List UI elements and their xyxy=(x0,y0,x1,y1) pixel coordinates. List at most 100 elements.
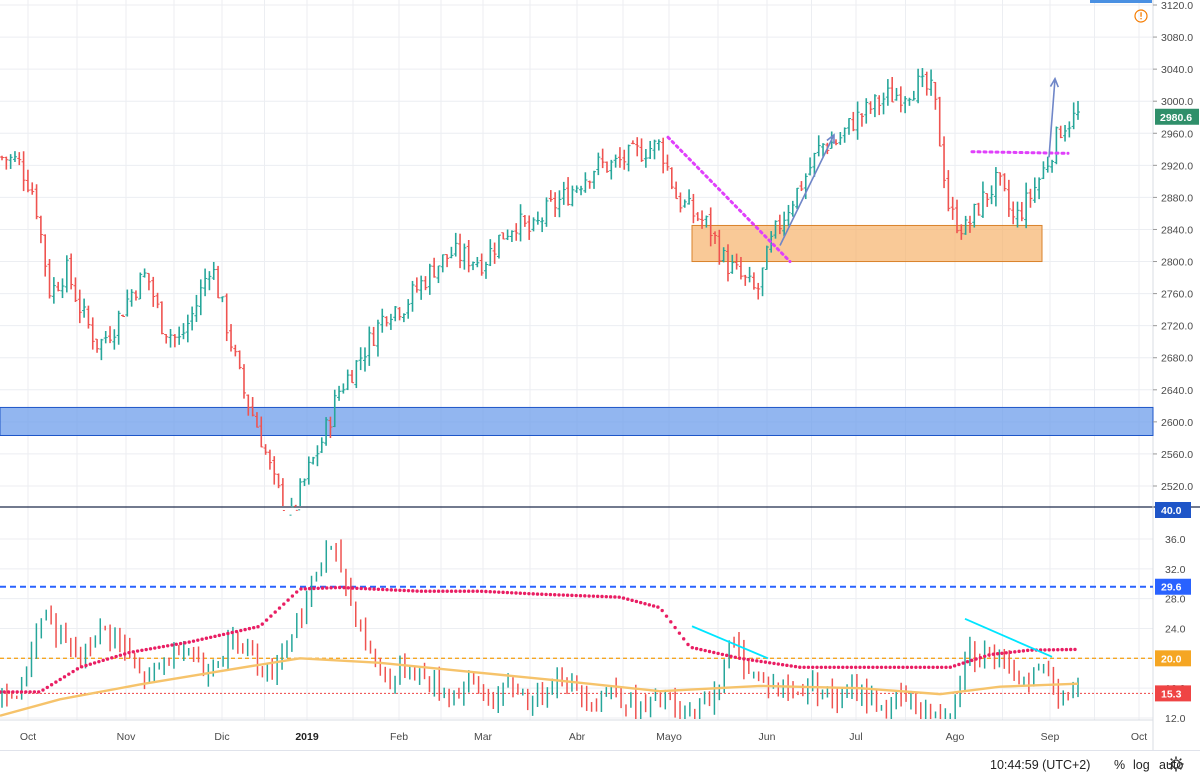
dotted-ma-point xyxy=(707,649,712,654)
dotted-ma-point xyxy=(540,592,544,596)
dotted-ma-point xyxy=(1013,650,1017,654)
y-tick-label: 2960.0 xyxy=(1161,128,1193,140)
x-tick-label: Mayo xyxy=(656,731,682,743)
y-tick-label: 2720.0 xyxy=(1161,321,1193,333)
dotted-ma-point xyxy=(828,665,832,669)
top-indicator-line xyxy=(1090,0,1152,3)
dotted-ma-point xyxy=(28,690,32,694)
dotted-ma-point xyxy=(841,665,845,669)
dotted-ma-point xyxy=(243,627,247,632)
smooth-moving-average xyxy=(0,657,1079,717)
log-toggle[interactable]: log xyxy=(1133,758,1150,772)
dotted-ma-point xyxy=(639,600,643,605)
dotted-ma-point xyxy=(376,587,381,591)
dotted-ma-point xyxy=(940,665,944,669)
dotted-ma-point xyxy=(1051,648,1056,652)
dotted-ma-point xyxy=(686,642,690,647)
dotted-ma-point xyxy=(535,592,540,596)
dotted-ma-point xyxy=(45,685,49,690)
dotted-ma-point xyxy=(759,659,763,664)
dotted-ma-point xyxy=(995,652,1000,656)
annotations xyxy=(666,76,1070,264)
y-tick-label: 2640.0 xyxy=(1161,385,1193,397)
time-axis[interactable]: Oct Nov Dic 2019 Feb Mar Abr Mayo Jun Jul Ago Sep Oc… xyxy=(20,731,1147,743)
dotted-ma-point xyxy=(191,639,196,643)
zones xyxy=(0,224,1154,436)
dotted-ma-point xyxy=(591,594,596,598)
dotted-ma-point xyxy=(970,658,974,663)
dotted-ma-point xyxy=(329,586,333,590)
dotted-ma-point xyxy=(944,665,948,669)
dotted-ma-point xyxy=(544,592,548,597)
divergence-line xyxy=(964,617,1053,658)
dotted-ma-point xyxy=(75,667,80,671)
dotted-ma-point xyxy=(854,665,858,669)
dotted-ma-point xyxy=(763,660,768,664)
dotted-ma-point xyxy=(342,585,346,590)
downtrend-line xyxy=(666,135,792,264)
dotted-ma-point xyxy=(600,594,604,599)
dotted-ma-point xyxy=(914,665,918,669)
dotted-ma-point xyxy=(359,586,363,591)
dotted-ma-point xyxy=(1021,649,1026,653)
dotted-ma-point xyxy=(1043,648,1047,652)
dotted-ma-point xyxy=(286,598,290,602)
dotted-ma-point xyxy=(2,690,6,694)
dotted-ma-point xyxy=(871,665,875,669)
y-tick-label: 2680.0 xyxy=(1161,353,1193,365)
dotted-ma-point xyxy=(1060,647,1064,652)
dotted-ma-point xyxy=(1047,648,1051,652)
dotted-ma-point xyxy=(252,625,256,630)
dotted-ma-point xyxy=(269,614,273,618)
dotted-ma-point xyxy=(703,648,707,653)
dotted-ma-point xyxy=(432,589,436,593)
auto-toggle[interactable]: auto xyxy=(1159,758,1184,772)
breakout-arrow-head xyxy=(1049,76,1060,88)
dotted-ma-point xyxy=(548,592,553,597)
y-tick-label: 2760.0 xyxy=(1161,289,1193,301)
dotted-ma-point xyxy=(484,589,488,594)
dotted-ma-point xyxy=(1069,647,1073,652)
dotted-ma-point xyxy=(832,665,836,669)
dotted-ma-point xyxy=(1073,647,1077,652)
y-tick-label: 2600.0 xyxy=(1161,417,1193,429)
dotted-ma-point xyxy=(264,618,269,622)
dotted-ma-point xyxy=(699,647,703,652)
dotted-ma-point xyxy=(398,588,402,592)
dotted-ma-point xyxy=(127,650,131,655)
dotted-ma-point xyxy=(389,588,393,592)
dotted-ma-point xyxy=(355,586,359,590)
ind-tick-label: 24.0 xyxy=(1165,624,1186,636)
dotted-ma-point xyxy=(725,653,729,658)
dotted-ma-point xyxy=(772,661,776,666)
alert-icon[interactable] xyxy=(1134,9,1148,23)
dotted-ma-point xyxy=(475,589,479,593)
dotted-ma-point xyxy=(84,663,88,668)
price-axis[interactable]: 2520.0 2560.0 2600.0 2640.0 2680.0 2720.0 2760… xyxy=(1153,0,1199,725)
dotted-ma-point xyxy=(273,610,277,614)
dotted-ma-point xyxy=(909,665,914,669)
dotted-ma-point xyxy=(183,641,187,645)
dotted-ma-point xyxy=(931,665,935,669)
dotted-ma-point xyxy=(299,587,303,591)
dotted-ma-point xyxy=(419,589,424,593)
dotted-ma-point xyxy=(213,634,217,639)
dotted-ma-point xyxy=(716,651,720,656)
percent-toggle[interactable]: % xyxy=(1114,758,1126,772)
last-price-badge xyxy=(1155,108,1199,125)
y-tick-label: 2880.0 xyxy=(1161,192,1193,204)
dotted-ma-point xyxy=(492,590,497,594)
dotted-ma-point xyxy=(587,594,591,598)
dotted-ma-point xyxy=(626,597,630,601)
dotted-ma-point xyxy=(673,625,677,630)
dotted-ma-point xyxy=(148,647,153,651)
dotted-ma-point xyxy=(660,608,664,613)
dotted-ma-point xyxy=(204,636,209,640)
dotted-ma-point xyxy=(88,662,93,666)
gear-icon[interactable] xyxy=(1167,755,1185,773)
dotted-ma-point xyxy=(892,665,897,669)
dotted-ma-point xyxy=(677,631,682,635)
chart-area[interactable]: 2520.0 2560.0 2600.0 2640.0 2680.0 2720.0 2760… xyxy=(0,0,1200,750)
dotted-ma-point xyxy=(312,586,316,591)
dotted-ma-point xyxy=(553,593,557,597)
